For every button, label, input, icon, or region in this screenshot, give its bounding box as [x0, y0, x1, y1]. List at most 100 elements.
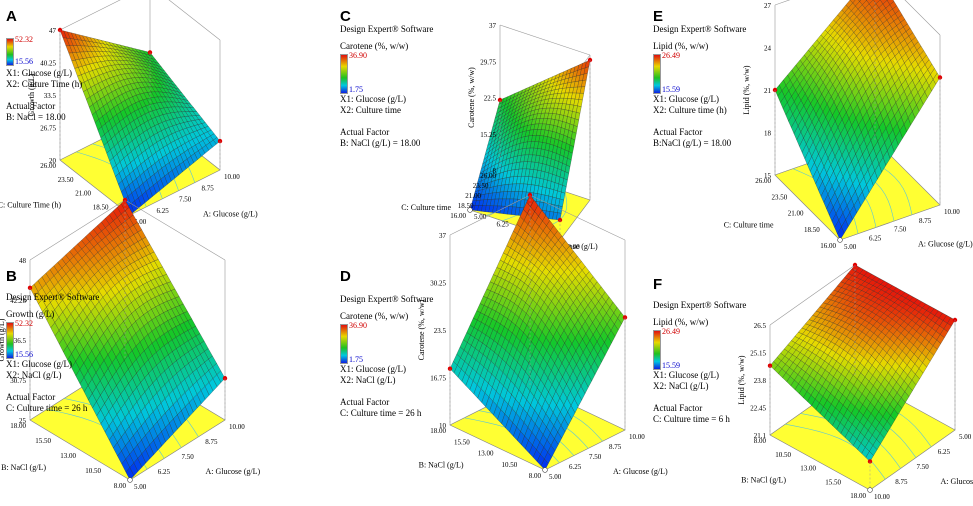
- floor-point: [542, 467, 548, 473]
- response-title: Growth (g/L): [6, 309, 55, 319]
- color-scale-bar: [6, 38, 14, 66]
- z-tick-label: 27: [764, 2, 772, 10]
- z-axis-label: Carotene (%, w/w): [417, 299, 426, 360]
- y-tick-label: 26.00: [755, 177, 771, 185]
- y-tick-label: 21.00: [75, 190, 91, 198]
- z-tick-label: 42.25: [10, 297, 26, 305]
- y-tick-label: 18.50: [458, 202, 474, 210]
- legend-line: B: NaCl (g/L) = 18.00: [340, 138, 421, 148]
- legend-line: [653, 392, 746, 403]
- surface-cell: [865, 451, 874, 462]
- x-tick-label: 8.75: [895, 478, 908, 486]
- y-tick-label: 18.00: [850, 492, 866, 500]
- panel-label-F: F: [653, 276, 663, 293]
- legend-line: [6, 90, 82, 101]
- legend-block-D: Design Expert® Software Carotene (%, w/w)…: [340, 294, 433, 419]
- z-axis-label: Growth (g/L): [0, 318, 6, 361]
- y-tick-label: 18.50: [804, 226, 820, 234]
- x-tick-label: 7.50: [589, 453, 602, 461]
- panel-label-D: D: [340, 268, 351, 285]
- x-axis-label: A: Glucose (g/L): [613, 467, 668, 476]
- x-tick-label: 6.25: [869, 234, 882, 242]
- y-tick-label: 10.50: [85, 467, 101, 475]
- y-tick-label: 21.00: [465, 192, 481, 200]
- z-tick-label: 16.75: [430, 375, 446, 383]
- y-tick-label: 13.00: [60, 452, 76, 460]
- x-tick-label: 5.00: [134, 218, 147, 226]
- x-axis-label: A: Glucose (g/L): [203, 210, 258, 219]
- design-point: [867, 459, 873, 464]
- legend-line: Actual Factor: [6, 392, 56, 402]
- z-tick-label: 30.25: [430, 280, 446, 288]
- floor-point: [467, 207, 473, 213]
- legend-line: X1: Glucose (g/L): [653, 94, 719, 104]
- surface-cell: [858, 0, 862, 2]
- y-tick-label: 13.00: [800, 465, 816, 473]
- z-axis-label: Lipid (%, w/w): [737, 355, 746, 404]
- x-tick-label: 8.75: [205, 438, 218, 446]
- z-tick-label: 25: [19, 417, 27, 425]
- response-title: Carotene (%, w/w): [340, 311, 409, 321]
- x-tick-label: 7.50: [182, 453, 195, 461]
- surface-plot-A: 47 40.25 33.5 26.75 20 Growth (g/L) 5.00 6.25 7.…: [0, 0, 258, 226]
- y-tick-label: 8.00: [114, 482, 127, 490]
- design-point: [27, 285, 33, 291]
- legend-line: Actual Factor: [653, 403, 703, 413]
- z-tick-label: 48: [19, 257, 27, 265]
- x-tick-label: 7.50: [179, 196, 192, 204]
- y-tick-label: 10.50: [775, 451, 791, 459]
- axis-box-edge: [29, 199, 126, 261]
- y-tick-label: 23.50: [772, 193, 788, 201]
- z-tick-label: 26.5: [754, 322, 767, 330]
- x-tick-label: 5.00: [134, 483, 147, 491]
- legend-line: X2: NaCl (g/L): [6, 370, 62, 380]
- z-tick-label: 21: [764, 87, 772, 95]
- y-axis-label: C: Culture Time (h): [0, 201, 61, 210]
- y-tick-label: 18.50: [93, 203, 109, 211]
- software-name: Design Expert® Software: [340, 294, 434, 304]
- x-tick-label: 8.75: [919, 217, 932, 225]
- software-name: Design Expert® Software: [653, 24, 747, 34]
- floor-point: [867, 487, 873, 493]
- y-axis-label: C: Culture time: [401, 203, 451, 212]
- surface-cell: [837, 226, 845, 241]
- legend-line: X2: Culture time (h): [653, 105, 727, 115]
- z-tick-label: 37: [489, 22, 497, 30]
- y-tick-label: 23.50: [58, 176, 74, 184]
- color-scale-bar: [6, 322, 14, 359]
- legend-line: X1: Glucose (g/L): [653, 370, 719, 380]
- z-tick-label: 15: [764, 172, 772, 180]
- scale-max-label: 52.32: [15, 35, 33, 44]
- legend-line: Actual Factor: [653, 127, 703, 137]
- scale-min-label: 1.75: [349, 85, 363, 94]
- x-tick-label: 8.75: [609, 443, 622, 451]
- x-axis-label: A: Glucose (g/L): [543, 242, 598, 251]
- z-tick-label: 33.5: [44, 92, 57, 100]
- scale-min-label: 15.56: [15, 57, 33, 66]
- scale-min-label: 15.56: [15, 350, 33, 359]
- x-axis-label: A: Glucose (g/L): [918, 240, 973, 249]
- scale-max-label: 52.32: [15, 319, 33, 328]
- scale-max-label: 26.49: [662, 51, 680, 60]
- x-tick-label: 5.00: [959, 433, 972, 441]
- axis-box-edge: [499, 24, 591, 56]
- legend-line: X2: Culture Time (h): [6, 79, 83, 89]
- legend-line: Actual Factor: [340, 397, 390, 407]
- z-tick-label: 22.5: [484, 95, 497, 103]
- scale-min-label: 15.59: [662, 85, 680, 94]
- legend-line: X2: Culture time: [340, 105, 401, 115]
- z-tick-label: 26.75: [40, 125, 56, 133]
- legend-line: C: Culture time = 6 h: [653, 414, 730, 424]
- y-tick-label: 16.00: [450, 212, 466, 220]
- y-tick-label: 15.50: [35, 437, 51, 445]
- z-tick-label: 18: [764, 130, 772, 138]
- legend-line: [340, 116, 433, 127]
- legend-line: X1: Glucose (g/L): [340, 94, 406, 104]
- surface-plot-F: 26.5 25.15 23.8 22.45 21.1 Lipid (%, w/w) 10.0…: [737, 262, 973, 501]
- x-tick-label: 5.00: [474, 213, 487, 221]
- legend-line: X1: Glucose (g/L): [340, 364, 406, 374]
- panel-label-C: C: [340, 8, 351, 25]
- x-tick-label: 5.00: [844, 243, 857, 251]
